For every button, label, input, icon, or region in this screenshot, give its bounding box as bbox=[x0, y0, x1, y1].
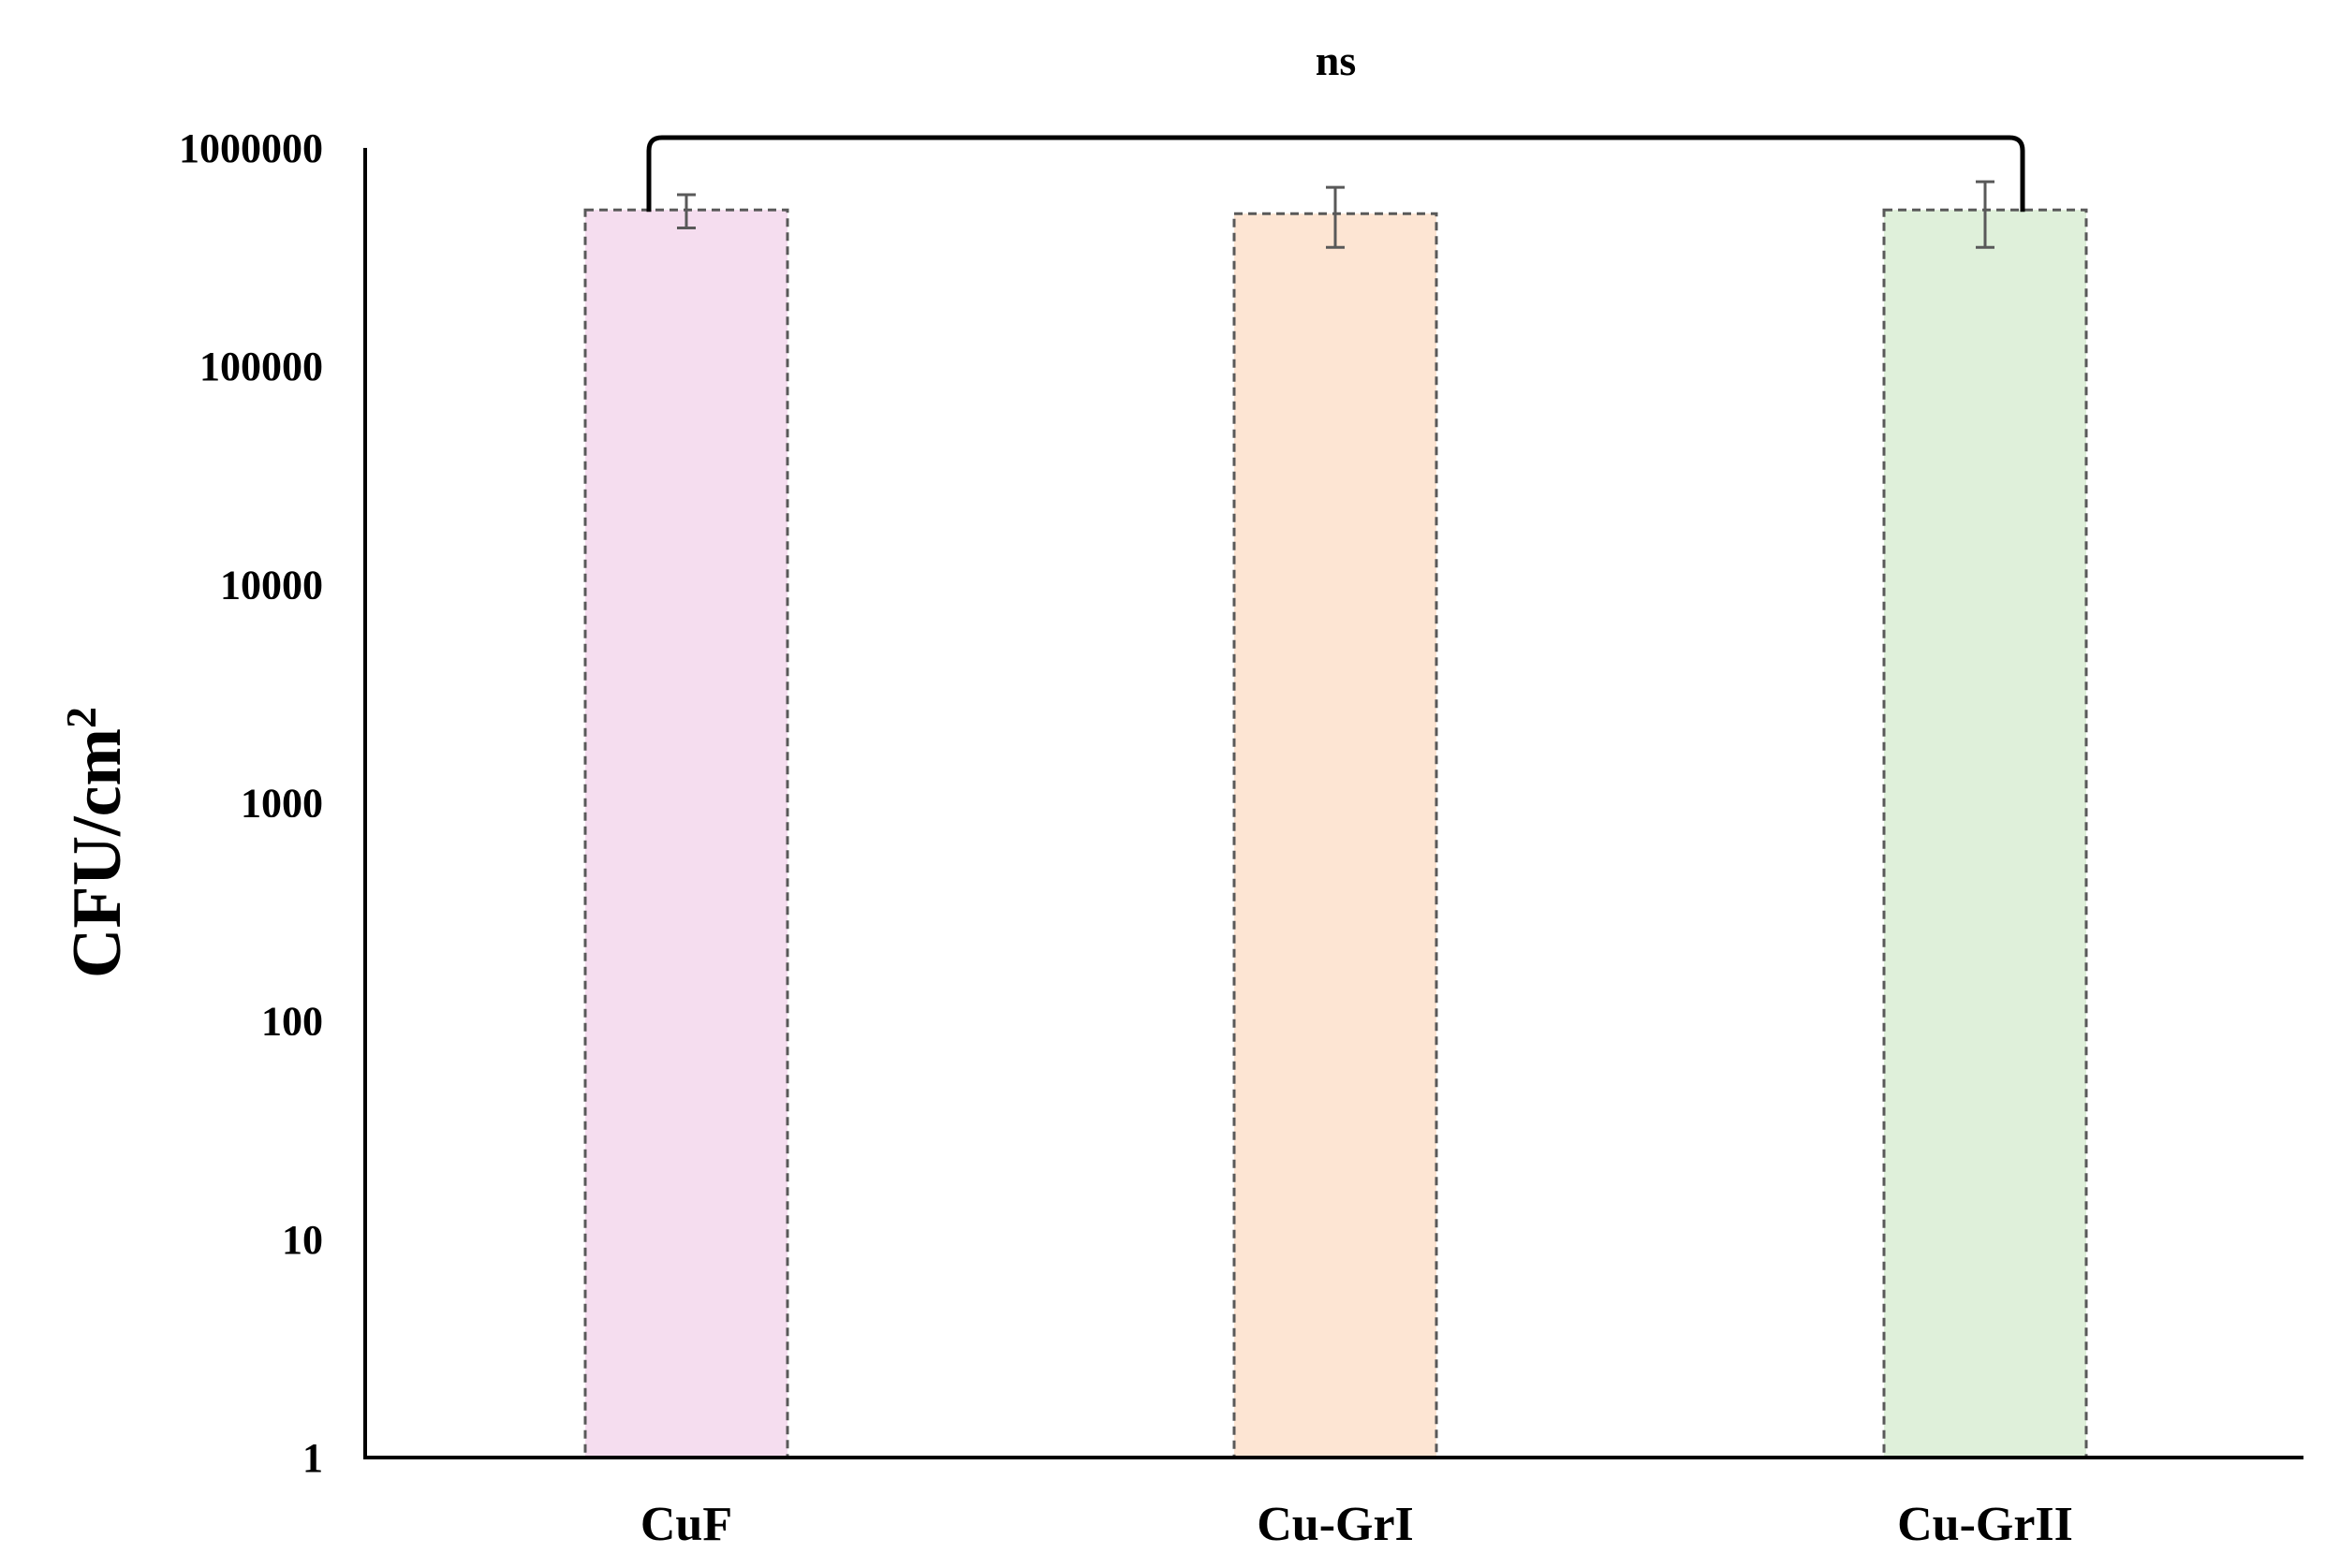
error-bars bbox=[677, 180, 1994, 249]
y-tick-label-1000: 1000 bbox=[241, 781, 323, 827]
y-axis-ticks: 1 10 100 1000 10000 100000 1000000 bbox=[179, 125, 323, 1481]
x-tick-label-cuf: CuF bbox=[640, 1498, 732, 1551]
significance-label: ns bbox=[1316, 37, 1356, 84]
error-bar-cuf bbox=[677, 193, 696, 229]
y-tick-label-100000: 100000 bbox=[199, 344, 323, 389]
bar-cu-gri bbox=[1232, 212, 1438, 1459]
bar-cuf bbox=[583, 208, 789, 1459]
error-bar-cu-grii bbox=[1976, 180, 1994, 249]
error-bar-cu-gri bbox=[1326, 185, 1345, 249]
y-tick-label-100: 100 bbox=[261, 999, 323, 1045]
bar-cu-grii bbox=[1882, 208, 2088, 1459]
x-tick-label-cu-gri: Cu-GrI bbox=[1257, 1498, 1414, 1551]
y-axis-title: CFU/cm2 bbox=[57, 707, 136, 978]
svg-text:CFU/cm2: CFU/cm2 bbox=[57, 707, 136, 978]
bars bbox=[583, 208, 2088, 1459]
significance-bracket: ns bbox=[646, 37, 2025, 212]
axes bbox=[363, 148, 2303, 1459]
y-axis-title-text: CFU/cm bbox=[59, 728, 136, 978]
y-tick-label-1000000: 1000000 bbox=[179, 125, 323, 171]
y-axis-title-superscript: 2 bbox=[57, 707, 105, 728]
significance-bracket-line bbox=[646, 135, 2025, 212]
y-tick-label-10000: 10000 bbox=[220, 562, 323, 608]
category-labels: CuF Cu-GrI Cu-GrII bbox=[640, 1498, 2073, 1551]
x-tick-label-cu-grii: Cu-GrII bbox=[1897, 1498, 2073, 1551]
y-tick-label-1: 1 bbox=[302, 1435, 323, 1481]
y-tick-label-10: 10 bbox=[282, 1217, 323, 1263]
